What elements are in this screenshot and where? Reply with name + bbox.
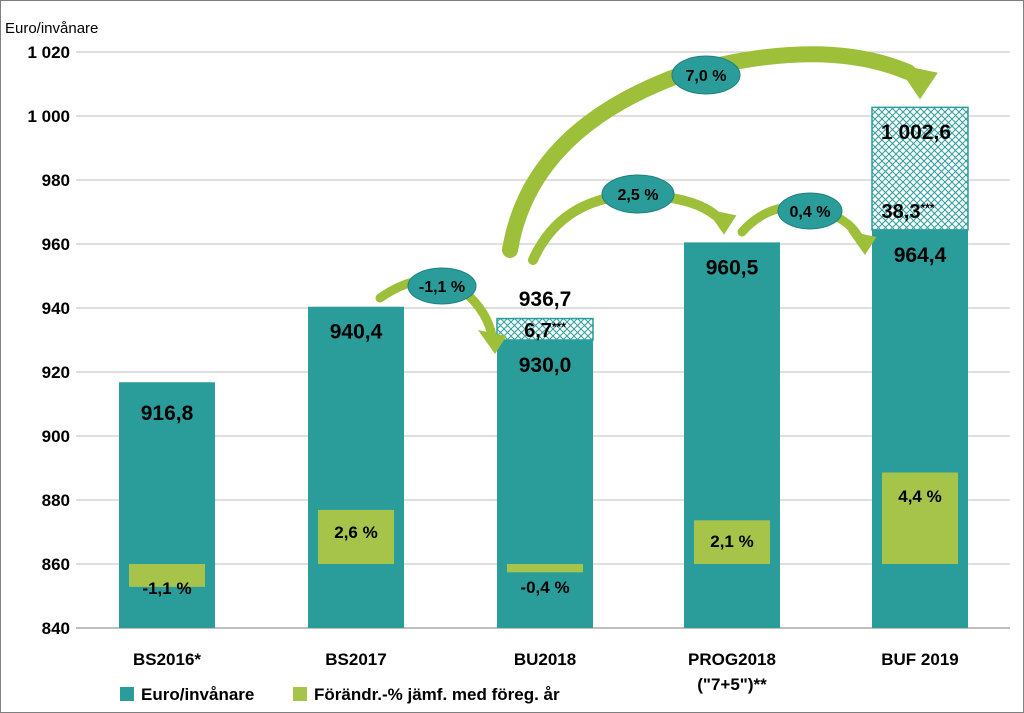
bar-addition-hatched bbox=[871, 106, 969, 231]
change-badge-label: 7,0 % bbox=[686, 68, 727, 85]
bar-euro-per-capita bbox=[872, 229, 968, 629]
data-label-percent: 2,6 % bbox=[334, 523, 377, 542]
legend-swatch-euro bbox=[120, 687, 134, 701]
y-tick-label: 860 bbox=[42, 555, 70, 574]
x-tick-label: PROG2018 bbox=[688, 650, 776, 669]
bar-percent-change bbox=[129, 564, 205, 587]
bar-euro-per-capita bbox=[684, 242, 780, 628]
change-badge-label: 0,4 % bbox=[790, 204, 831, 221]
y-tick-label: 980 bbox=[42, 171, 70, 190]
change-arrow-head bbox=[896, 64, 938, 100]
y-axis-label: Euro/invånare bbox=[5, 20, 98, 37]
bar-euro-per-capita bbox=[308, 306, 404, 628]
data-label-euro: 964,4 bbox=[894, 244, 947, 267]
data-label-euro: 960,5 bbox=[706, 256, 759, 279]
change-arrow-head bbox=[848, 231, 877, 255]
x-tick-label: BS2017 bbox=[325, 650, 386, 669]
data-label-percent: 2,1 % bbox=[710, 532, 753, 551]
data-label-total: 1 002,6 bbox=[881, 121, 951, 144]
change-badge-label: -1,1 % bbox=[419, 279, 465, 296]
data-label-percent: -1,1 % bbox=[142, 579, 191, 598]
data-label-euro: 916,8 bbox=[141, 402, 194, 425]
legend-label-euro: Euro/invånare bbox=[141, 685, 254, 704]
x-tick-label: BU2018 bbox=[514, 650, 576, 669]
change-arrow-head bbox=[706, 209, 737, 235]
y-tick-label: 960 bbox=[42, 235, 70, 254]
bar-percent-change bbox=[507, 564, 583, 573]
data-label-total: 936,7 bbox=[519, 288, 572, 311]
data-label-addition: 6,7*** bbox=[524, 320, 566, 342]
bars: 916,8 940,4 930,0 960,5 964,4 -1,1 % 2,6 % -0,4… bbox=[119, 106, 969, 629]
y-tick-label: 940 bbox=[42, 299, 70, 318]
change-badge-label: 2,5 % bbox=[618, 187, 659, 204]
data-label-addition: 38,3*** bbox=[882, 201, 935, 223]
y-tick-label: 880 bbox=[42, 491, 70, 510]
x-tick-label: BUF 2019 bbox=[881, 650, 958, 669]
bar-percent-change bbox=[694, 520, 770, 564]
change-badge bbox=[777, 192, 843, 230]
data-label-euro: 940,4 bbox=[330, 321, 383, 344]
x-tick-label-line2: ("7+5")** bbox=[697, 675, 767, 694]
change-badge bbox=[601, 174, 675, 214]
change-arrows: -1,1 % 2,5 % 0,4 % 7,0 % bbox=[375, 46, 938, 354]
y-tick-label: 1 000 bbox=[27, 107, 70, 126]
data-label-euro: 930,0 bbox=[519, 354, 572, 377]
y-axis-ticks: 840 860 880 900 920 940 960 980 1 000 1 020 bbox=[27, 43, 70, 638]
bar-addition-hatched bbox=[496, 317, 594, 341]
y-tick-label: 920 bbox=[42, 363, 70, 382]
data-label-percent: 4,4 % bbox=[898, 487, 941, 506]
bar-percent-change bbox=[882, 472, 958, 564]
legend-label-percent: Förändr.-% jämf. med föreg. år bbox=[314, 685, 560, 704]
y-tick-label: 840 bbox=[42, 619, 70, 638]
y-tick-label: 900 bbox=[42, 427, 70, 446]
data-label-percent: -0,4 % bbox=[520, 578, 569, 597]
bar-percent-change bbox=[318, 509, 394, 564]
change-badge bbox=[671, 55, 741, 95]
legend-swatch-percent bbox=[293, 687, 307, 701]
x-axis-labels: BS2016* BS2017 BU2018 PROG2018 ("7+5")** BUF … bbox=[133, 650, 959, 694]
legend: Euro/invånare Förändr.-% jämf. med föreg.… bbox=[120, 685, 560, 704]
bar-euro-per-capita bbox=[497, 340, 593, 628]
x-tick-label: BS2016* bbox=[133, 650, 201, 669]
bar-euro-per-capita bbox=[119, 382, 215, 628]
change-arrow-head bbox=[478, 330, 507, 354]
y-tick-label: 1 020 bbox=[27, 43, 70, 62]
change-badge bbox=[407, 267, 477, 305]
